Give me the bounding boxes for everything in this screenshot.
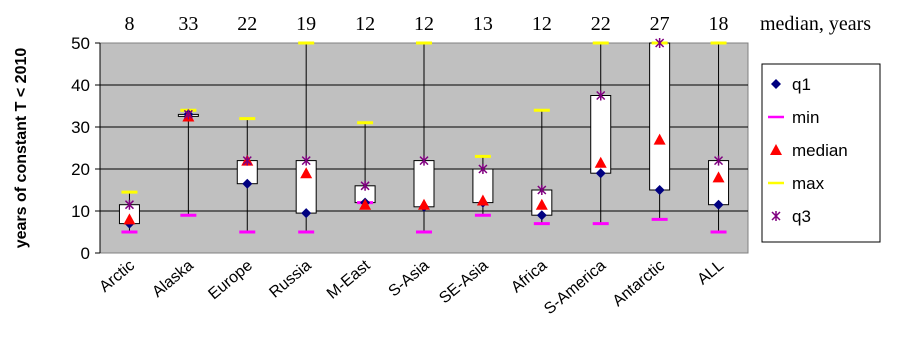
category-label: M-East: [324, 257, 374, 303]
category-label: Russia: [266, 257, 314, 302]
legend-label: min: [792, 108, 819, 127]
q3-marker: [537, 185, 547, 195]
legend-q1-symbol: [771, 79, 781, 89]
legend-median-symbol: [770, 144, 782, 155]
legend-label: q3: [792, 207, 811, 226]
median-header: median, years: [760, 13, 871, 35]
legend-label: median: [792, 141, 848, 160]
q1-marker: [536, 210, 547, 221]
q3-marker: [301, 155, 311, 166]
q3-marker: [596, 90, 606, 101]
q1-marker: [595, 168, 606, 179]
legend-label: max: [792, 174, 825, 193]
median-value-label: 33: [178, 13, 198, 35]
median-marker: [300, 167, 313, 179]
median-value-label: 27: [650, 13, 670, 35]
y-tick-label: 0: [81, 244, 90, 263]
y-tick-label: 40: [71, 76, 90, 95]
q3-marker: [183, 109, 193, 120]
boxes: [118, 38, 730, 234]
q3-marker: [714, 155, 724, 166]
y-tick-label: 50: [71, 34, 90, 53]
median-value-label: 12: [414, 13, 434, 35]
q1-marker: [654, 185, 665, 195]
category-label: Arctic: [96, 257, 138, 296]
q3-marker: [655, 38, 665, 48]
median-value-label: 22: [591, 13, 611, 35]
q3-marker: [242, 155, 252, 166]
legend-label: q1: [792, 75, 811, 94]
y-tick-label: 20: [71, 160, 90, 179]
median-value-label: 12: [532, 13, 552, 35]
median-marker: [476, 194, 489, 206]
y-tick-label: 10: [71, 202, 90, 221]
q1-marker: [301, 208, 312, 219]
median-marker: [712, 171, 725, 183]
q3-marker: [124, 199, 134, 210]
median-value-label: 18: [709, 13, 729, 35]
median-marker: [594, 156, 607, 168]
category-label: Europe: [205, 257, 256, 303]
y-axis-ticks: 0 10 20 30 40 50: [71, 34, 101, 263]
category-label: SE-Asia: [436, 257, 491, 307]
median-value-label: 22: [237, 13, 257, 35]
category-label: Antarctic: [610, 257, 669, 310]
median-marker: [123, 213, 136, 225]
median-marker: [359, 198, 372, 210]
category-labels: Arctic Alaska Europe Russia M-East S-Asia SE-A…: [96, 257, 727, 318]
category-label: Africa: [508, 257, 550, 296]
median-labels: 8 33 22 19 12 12 13 12 22 27 18: [124, 13, 728, 35]
q1-marker: [242, 178, 253, 189]
category-label: Alaska: [149, 257, 197, 301]
category-label: S-Asia: [386, 257, 433, 300]
iqr-box: [649, 42, 671, 191]
y-tick-label: 30: [71, 118, 90, 137]
q3-marker: [419, 155, 429, 166]
legend: q1 min median max q3: [761, 63, 881, 243]
y-axis-label: years of constant T < 2010: [13, 48, 30, 249]
median-value-label: 19: [296, 13, 316, 35]
median-value-label: 13: [473, 13, 493, 35]
median-marker: [653, 133, 666, 145]
category-label: S-America: [541, 257, 609, 318]
iqr-box: [708, 160, 730, 206]
category-label: ALL: [694, 257, 727, 288]
median-marker: [418, 198, 430, 210]
q3-marker: [360, 180, 370, 191]
q1-marker: [713, 199, 724, 210]
legend-q3-symbol: [771, 211, 781, 221]
legend-box: [761, 63, 881, 243]
median-value-label: 8: [124, 13, 134, 35]
q3-marker: [478, 164, 488, 174]
median-value-label: 12: [355, 13, 375, 35]
median-marker: [535, 198, 548, 210]
